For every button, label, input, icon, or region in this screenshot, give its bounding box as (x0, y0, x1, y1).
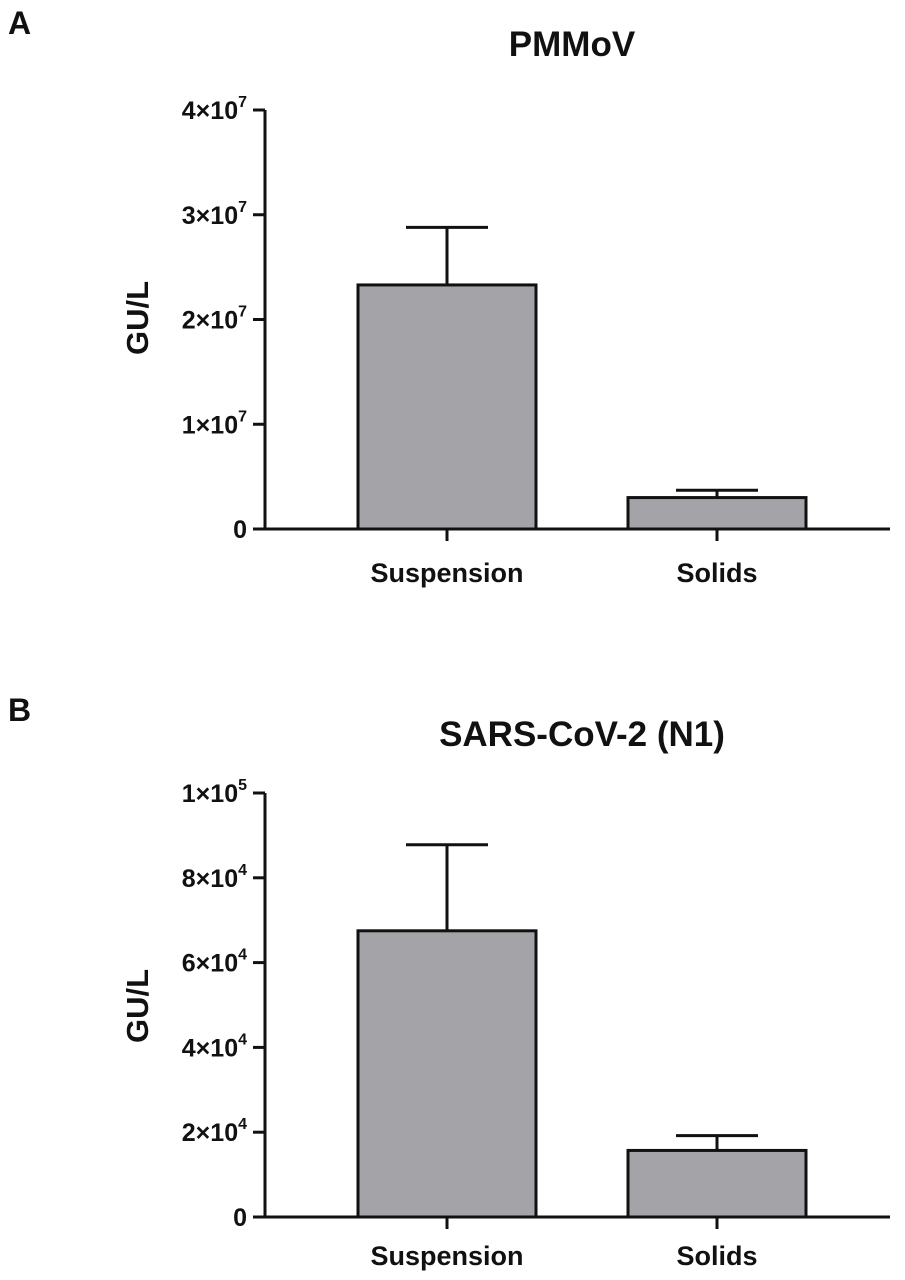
bar-suspension (356, 283, 538, 531)
y-tick-label: 8×104 (182, 862, 247, 893)
bar-solids (626, 1148, 808, 1219)
chart-title: PMMoV (509, 25, 636, 64)
x-tick-label: Suspension (370, 1241, 523, 1271)
plot-area: 0 1×107 2×107 3×107 4×107 Suspension Solids (182, 94, 890, 588)
y-tick-label: 4×107 (182, 94, 247, 125)
chart-title: SARS-CoV-2 (N1) (439, 715, 725, 754)
y-tick-label: 0 (233, 1204, 247, 1232)
y-tick-label: 6×104 (182, 947, 247, 978)
x-tick-label: Solids (676, 558, 757, 588)
chart-panel-b: B SARS-CoV-2 (N1) GU/L 0 2×104 4×104 6×104 8… (8, 692, 890, 1271)
chart-panel-a: A PMMoV GU/L 0 1×107 2×107 3×107 4×107 Suspen… (8, 5, 890, 588)
bar-solids (626, 496, 808, 531)
x-tick-label: Solids (676, 1241, 757, 1271)
panel-letter: A (8, 5, 31, 41)
y-tick-label: 2×104 (182, 1116, 247, 1147)
y-tick-label: 3×107 (182, 199, 247, 230)
x-tick-label: Suspension (370, 558, 523, 588)
y-tick-label: 1×105 (182, 777, 247, 808)
y-tick-label: 2×107 (182, 304, 247, 335)
y-tick-label: 0 (233, 516, 247, 544)
bar-suspension (356, 929, 538, 1219)
y-axis-label: GU/L (120, 281, 155, 355)
y-axis-label: GU/L (120, 969, 155, 1043)
panel-letter: B (8, 692, 31, 728)
plot-area: 0 2×104 4×104 6×104 8×104 1×105 Suspension Soli… (182, 777, 890, 1271)
y-tick-label: 1×107 (182, 408, 247, 439)
y-tick-label: 4×104 (182, 1031, 247, 1062)
